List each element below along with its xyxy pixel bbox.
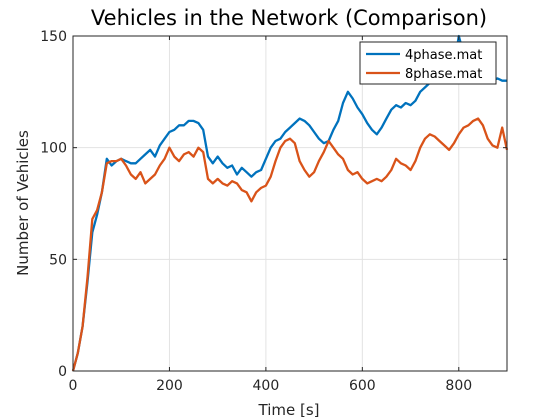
series-line-2 (71, 117, 509, 372)
y-tick-label: 100 (40, 141, 67, 157)
x-tick-label: 0 (69, 378, 78, 394)
series-line-1 (71, 34, 507, 372)
x-tick-label: 800 (445, 378, 472, 394)
x-axis-label: Time [s] (258, 401, 320, 419)
axis-ticks: 0 200 400 600 800 0 50 100 150 (40, 29, 507, 394)
y-axis-label: Number of Vehicles (14, 130, 32, 276)
y-tick-label: 150 (40, 29, 67, 45)
legend-label-1: 4phase.mat (405, 48, 482, 63)
plot-frame (72, 35, 508, 372)
plot-area (73, 36, 507, 371)
x-tick-label: 200 (156, 378, 183, 394)
x-tick-label: 600 (349, 378, 376, 394)
chart-title: Vehicles in the Network (Comparison) (91, 6, 487, 30)
grid-lines (72, 35, 507, 372)
legend-box (359, 41, 497, 85)
legend-label-2: 8phase.mat (405, 67, 482, 82)
legend: 4phase.mat 8phase.mat (359, 41, 497, 85)
y-tick-label: 50 (49, 252, 67, 268)
x-tick-label: 400 (253, 378, 280, 394)
y-tick-label: 0 (58, 364, 67, 380)
series-layer (71, 34, 509, 372)
